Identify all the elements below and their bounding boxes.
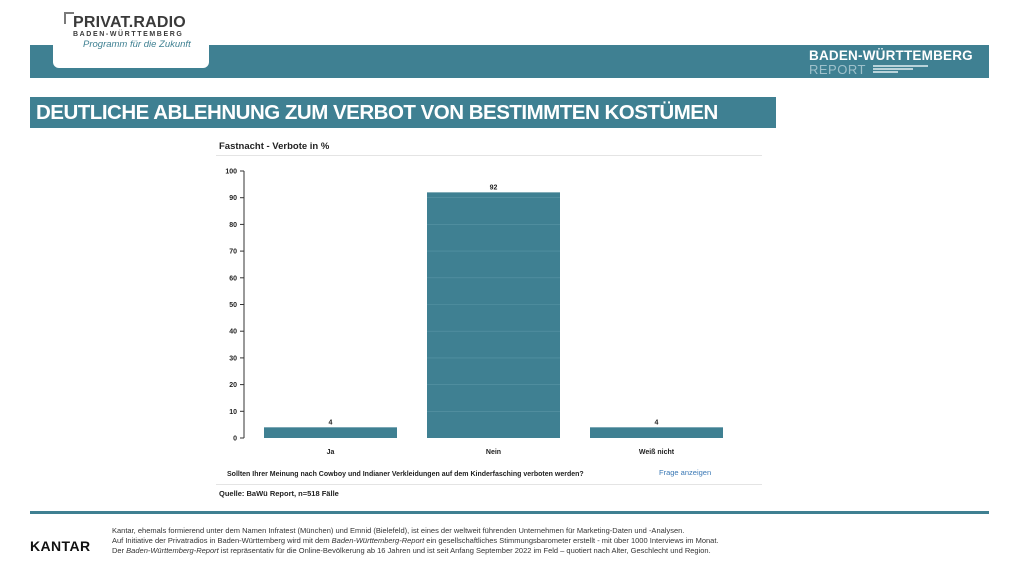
footer-divider (30, 511, 989, 514)
x-tick-label: Ja (327, 449, 335, 456)
y-tick-label: 80 (229, 222, 237, 229)
footer-text: Kantar, ehemals formierend unter dem Nam… (112, 526, 992, 556)
bar-0 (264, 427, 397, 438)
page-title: DEUTLICHE ABLEHNUNG ZUM VERBOT VON BESTI… (30, 97, 776, 128)
y-tick-label: 50 (229, 302, 237, 309)
logo-bracket-icon (64, 12, 74, 24)
x-tick-label: Nein (486, 449, 501, 456)
y-tick-label: 100 (225, 169, 237, 176)
y-tick-label: 40 (229, 329, 237, 336)
y-tick-label: 10 (229, 409, 237, 416)
chart-title: Fastnacht - Verbote in % (219, 141, 330, 152)
y-tick-label: 60 (229, 275, 237, 282)
survey-question: Sollten Ihrer Meinung nach Cowboy und In… (227, 471, 584, 478)
report-title: BADEN-WÜRTTEMBERG (809, 48, 973, 63)
y-tick-label: 30 (229, 355, 237, 362)
footer-line-3: Der Baden-Württemberg-Report ist repräse… (112, 546, 711, 555)
footer-line-2: Auf Initiative der Privatradios in Baden… (112, 536, 719, 545)
bar-1 (427, 192, 560, 438)
y-tick-label: 20 (229, 382, 237, 389)
chart-bottom-divider (216, 484, 762, 485)
y-tick-label: 0 (233, 436, 237, 443)
y-tick-label: 90 (229, 195, 237, 202)
report-bars-icon (873, 65, 928, 74)
footer-line-1: Kantar, ehemals formierend unter dem Nam… (112, 526, 685, 535)
bar-2 (590, 427, 723, 438)
data-label: 92 (490, 184, 498, 191)
data-label: 4 (329, 419, 333, 426)
bar-chart: 0 10 20 30 40 50 60 70 80 90 100 4 Ja 92 Nein 4 Weiß nic… (225, 169, 723, 456)
logo-region: BADEN-WÜRTTEMBERG (73, 31, 184, 38)
y-tick-label: 70 (229, 249, 237, 256)
data-label: 4 (655, 419, 659, 426)
source-note: Quelle: BaWü Report, n=518 Fälle (219, 489, 339, 498)
report-subtitle: REPORT (809, 62, 866, 77)
logo-tagline: Programm für die Zukunft (83, 39, 191, 50)
kantar-logo: KANTAR (30, 538, 91, 554)
logo (53, 8, 209, 68)
chart-top-divider (216, 155, 762, 156)
logo-name: PRIVAT.RADIO (73, 14, 186, 31)
show-question-link[interactable]: Frage anzeigen (659, 468, 712, 477)
x-tick-label: Weiß nicht (639, 449, 675, 456)
